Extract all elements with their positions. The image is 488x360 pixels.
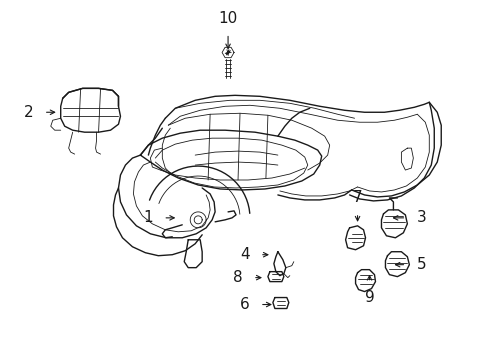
Text: 7: 7	[352, 190, 362, 206]
Text: 1: 1	[143, 210, 153, 225]
Text: 6: 6	[240, 297, 249, 312]
Text: 3: 3	[416, 210, 426, 225]
Text: 4: 4	[240, 247, 249, 262]
Text: 9: 9	[364, 290, 374, 305]
Text: 2: 2	[24, 105, 34, 120]
Text: 8: 8	[233, 270, 243, 285]
Text: 10: 10	[218, 11, 237, 26]
Text: 5: 5	[416, 257, 425, 272]
